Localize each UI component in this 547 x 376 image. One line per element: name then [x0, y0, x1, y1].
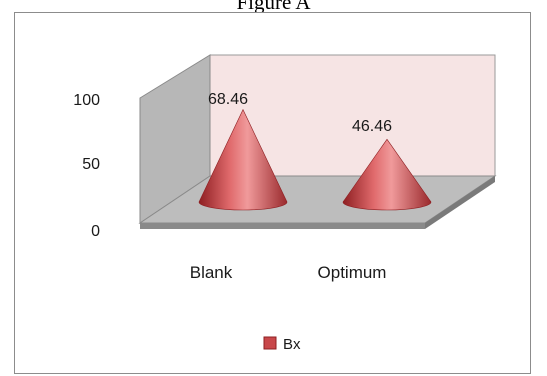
data-label: 68.46: [208, 91, 248, 108]
y-tick-label: 100: [73, 92, 100, 109]
data-label: 46.46: [352, 118, 392, 135]
x-tick-label: Blank: [190, 263, 233, 282]
y-tick-label: 0: [91, 223, 100, 240]
cone-bar: [198, 108, 288, 211]
cone-bar: [342, 138, 432, 211]
legend-swatch: [263, 336, 277, 350]
legend-label: Bx: [283, 336, 301, 353]
figure-title: Figure A: [236, 0, 311, 14]
chart-floor-right-edge: [425, 176, 495, 229]
x-tick-label: Optimum: [318, 263, 387, 282]
chart-floor-front: [140, 223, 425, 229]
y-tick-label: 50: [82, 156, 100, 173]
cone-series: [198, 108, 432, 211]
